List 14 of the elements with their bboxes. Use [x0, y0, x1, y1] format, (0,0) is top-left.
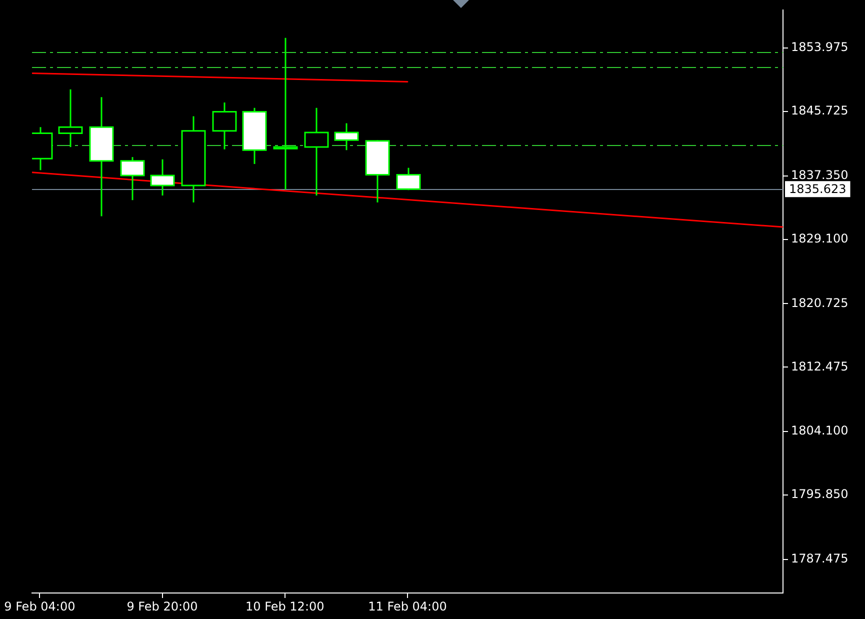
y-tick-label: 1845.725 — [791, 104, 848, 118]
y-tick-label: 1820.725 — [791, 296, 848, 310]
y-tick-label: 1853.975 — [791, 40, 848, 54]
y-tick-label: 1837.350 — [791, 168, 848, 182]
x-tick-label: 9 Feb 20:00 — [126, 599, 198, 614]
y-tick-label: 1795.850 — [791, 487, 848, 502]
y-tick-label: 1829.100 — [791, 231, 848, 246]
ref-line-label: 1835.623 — [789, 182, 846, 196]
y-tick-label: 1787.475 — [791, 551, 848, 566]
y-tick-label: 1812.475 — [791, 359, 848, 374]
y-tick-label: 1804.100 — [791, 424, 848, 438]
x-tick-label: 11 Feb 04:00 — [368, 599, 447, 614]
x-tick-label: 9 Feb 04:00 — [4, 599, 76, 614]
x-tick-label: 10 Feb 12:00 — [246, 599, 324, 614]
